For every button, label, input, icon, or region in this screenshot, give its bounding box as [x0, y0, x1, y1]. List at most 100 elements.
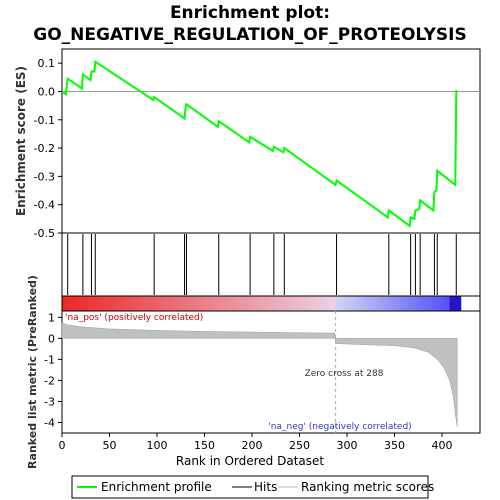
heat-cell	[343, 296, 348, 311]
heat-cell	[388, 296, 393, 311]
heat-cell	[449, 296, 454, 311]
rank-y-tick-label: 1	[48, 311, 55, 324]
heat-cell	[157, 296, 162, 311]
heat-cell	[377, 296, 382, 311]
heat-cell	[138, 296, 143, 311]
heat-cell	[392, 296, 397, 311]
rank-x-tick-label: 350	[384, 439, 405, 452]
heat-cell	[96, 296, 101, 311]
heat-cell	[381, 296, 386, 311]
heat-cell	[221, 296, 226, 311]
zero-cross-label: Zero cross at 288	[305, 369, 384, 379]
heat-cell	[259, 296, 264, 311]
rank-y-tick-label: -2	[44, 374, 55, 387]
hits-marks	[67, 234, 457, 295]
heat-cell	[145, 296, 150, 311]
heat-cell	[286, 296, 291, 311]
heat-cell	[69, 296, 74, 311]
heat-cell	[149, 296, 154, 311]
rank-x-tick-label: 250	[289, 439, 310, 452]
heat-cell	[122, 296, 127, 311]
heat-cell	[358, 296, 363, 311]
heat-cell	[419, 296, 424, 311]
es-y-tick-label: -0.4	[34, 199, 55, 212]
heat-cell	[236, 296, 241, 311]
rank-x-tick-label: 200	[242, 439, 263, 452]
heat-cell	[312, 296, 317, 311]
heat-cell	[92, 296, 97, 311]
heat-cell	[134, 296, 139, 311]
heat-cell	[195, 296, 200, 311]
heat-cell	[103, 296, 108, 311]
heat-cell	[233, 296, 238, 311]
heat-cell	[282, 296, 287, 311]
rank-x-tick-label: 400	[432, 439, 453, 452]
heat-cell	[366, 296, 371, 311]
legend-item-hits: Hits	[254, 480, 277, 494]
heat-cell	[434, 296, 439, 311]
heat-cell	[225, 296, 230, 311]
heat-cell	[214, 296, 219, 311]
rank-x-tick-label: 150	[194, 439, 215, 452]
heat-cell	[324, 296, 329, 311]
rank-y-tick-label: -1	[44, 353, 55, 366]
heat-cell	[271, 296, 276, 311]
heat-cell	[65, 296, 70, 311]
heat-cell	[328, 296, 333, 311]
heat-cell	[442, 296, 447, 311]
es-y-tick-label: -0.5	[34, 227, 55, 240]
heat-cell	[84, 296, 89, 311]
rank-x-tick-label: 0	[59, 439, 66, 452]
heat-cell	[229, 296, 234, 311]
heat-cell	[206, 296, 211, 311]
heat-cell	[191, 296, 196, 311]
rank-y-tick-label: -4	[44, 416, 55, 429]
heat-cell	[369, 296, 374, 311]
heat-cell	[407, 296, 412, 311]
rank-y-axis: 1 0 -1 -2 -3 -4	[44, 311, 62, 429]
heat-cell	[438, 296, 443, 311]
heat-cell	[248, 296, 253, 311]
heat-cell	[160, 296, 165, 311]
heat-cell	[263, 296, 268, 311]
heat-cell	[400, 296, 405, 311]
heat-cell	[305, 296, 310, 311]
heat-cell	[362, 296, 367, 311]
heat-cell	[267, 296, 272, 311]
heat-cell	[385, 296, 390, 311]
heat-cell	[210, 296, 215, 311]
es-y-tick-label: -0.1	[34, 114, 55, 127]
heat-cell	[164, 296, 169, 311]
heat-cell	[274, 296, 279, 311]
chart-title-line2: GO_NEGATIVE_REGULATION_OF_PROTEOLYSIS	[33, 25, 467, 45]
heat-cell	[115, 296, 120, 311]
heat-cell	[309, 296, 314, 311]
heat-cell	[179, 296, 184, 311]
heat-cell	[396, 296, 401, 311]
ranking-metric-area	[61, 322, 458, 427]
legend-item-profile: Enrichment profile	[101, 480, 212, 494]
pos-label: 'na_pos' (positively correlated)	[65, 313, 203, 323]
heat-cell	[350, 296, 355, 311]
heat-cell	[415, 296, 420, 311]
rank-x-tick-label: 300	[337, 439, 358, 452]
heat-cell	[172, 296, 177, 311]
es-y-tick-label: -0.2	[34, 142, 55, 155]
legend-item-metric: Ranking metric scores	[301, 480, 434, 494]
heat-cell	[411, 296, 416, 311]
es-panel-frame	[61, 48, 481, 234]
es-y-axis: 0.1 0.0 -0.1 -0.2 -0.3 -0.4 -0.5	[34, 57, 62, 240]
heat-cell	[335, 296, 340, 311]
legend: Enrichment profile Hits Ranking metric s…	[71, 475, 434, 499]
rank-heat-bar	[61, 295, 481, 312]
heat-cell	[252, 296, 257, 311]
x-axis-label: Rank in Ordered Dataset	[176, 454, 324, 468]
heat-cell	[301, 296, 306, 311]
heat-cell	[426, 296, 431, 311]
heat-cell	[320, 296, 325, 311]
chart-title-line1: Enrichment plot:	[170, 3, 330, 23]
heat-cell	[255, 296, 260, 311]
heat-cell	[111, 296, 116, 311]
heat-cell	[373, 296, 378, 311]
heat-cell	[62, 296, 67, 311]
